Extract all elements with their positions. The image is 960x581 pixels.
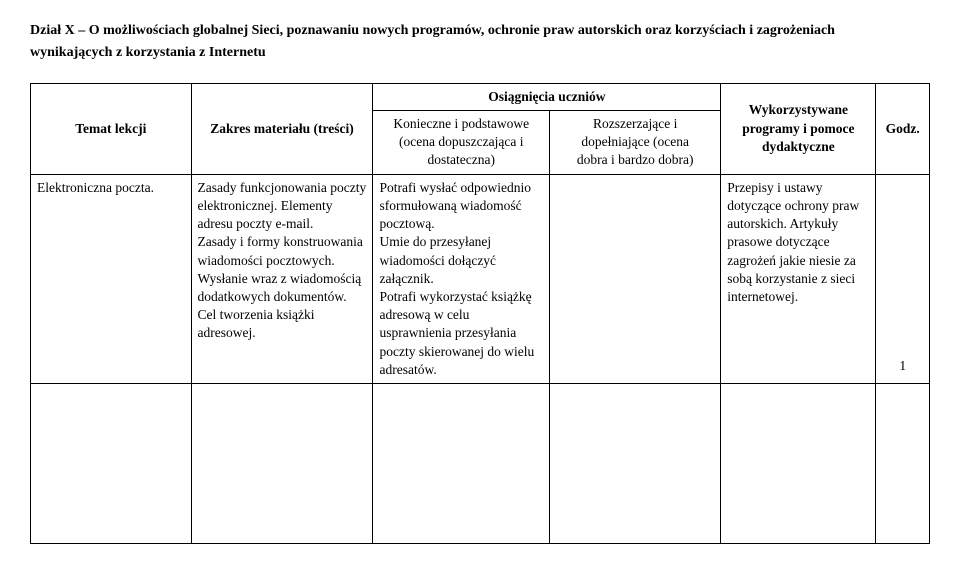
heading-line-2: wynikających z korzystania z Internetu: [30, 45, 266, 60]
blank-cell: [31, 384, 192, 544]
ach-ext-line1: Rozszerzające i: [593, 116, 677, 131]
col-header-programs: Wykorzystywane programy i pomoce dydakty…: [721, 83, 876, 174]
cell-ach-basic: Potrafi wysłać odpowiednio sformułowaną …: [373, 174, 550, 383]
ach-basic-line3: dostateczna): [428, 152, 495, 167]
heading-line-1: Dział X – O możliwościach globalnej Siec…: [30, 23, 835, 38]
cell-range: Zasady funkcjonowania poczty elektronicz…: [191, 174, 373, 383]
blank-cell: [373, 384, 550, 544]
cell-programs: Przepisy i ustawy dotyczące ochrony praw…: [721, 174, 876, 383]
curriculum-table: Temat lekcji Zakres materiału (treści) O…: [30, 83, 930, 544]
col-header-ach-ext: Rozszerzające i dopełniające (ocena dobr…: [550, 111, 721, 175]
ach-basic-line2: (ocena dopuszczająca i: [399, 134, 523, 149]
table-row: Elektroniczna poczta. Zasady funkcjonowa…: [31, 174, 930, 383]
section-heading: Dział X – O możliwościach globalnej Siec…: [30, 20, 930, 65]
col-header-ach-basic: Konieczne i podstawowe (ocena dopuszczaj…: [373, 111, 550, 175]
cell-ach-ext: [550, 174, 721, 383]
col-header-achievements: Osiągnięcia uczniów: [373, 83, 721, 110]
ach-ext-line3: dobra i bardzo dobra): [577, 152, 694, 167]
blank-cell: [721, 384, 876, 544]
cell-hours: 1: [876, 174, 930, 383]
col-header-hours: Godz.: [876, 83, 930, 174]
blank-cell: [191, 384, 373, 544]
table-header-row-1: Temat lekcji Zakres materiału (treści) O…: [31, 83, 930, 110]
table-row-blank: [31, 384, 930, 544]
cell-topic: Elektroniczna poczta.: [31, 174, 192, 383]
blank-cell: [876, 384, 930, 544]
col-header-topic: Temat lekcji: [31, 83, 192, 174]
ach-basic-line1: Konieczne i podstawowe: [393, 116, 529, 131]
blank-cell: [550, 384, 721, 544]
ach-ext-line2: dopełniające (ocena: [581, 134, 689, 149]
col-header-range: Zakres materiału (treści): [191, 83, 373, 174]
